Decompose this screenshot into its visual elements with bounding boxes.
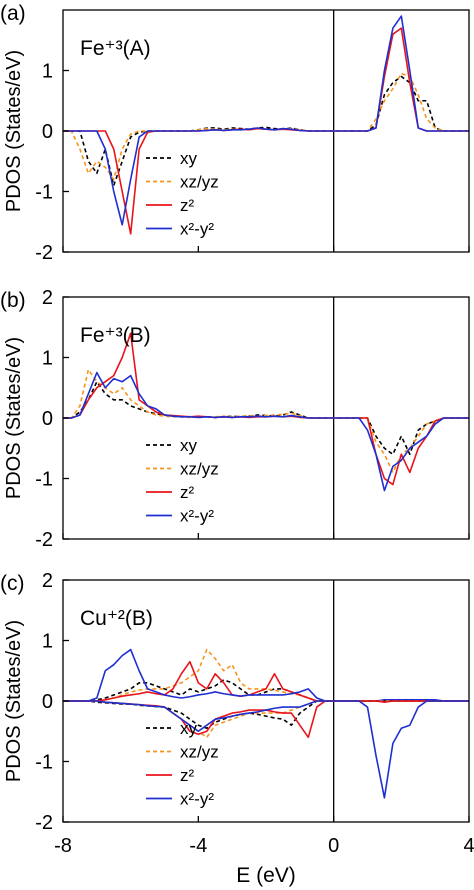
pdos-curve	[63, 15, 469, 226]
annotation: Fe⁺³(B)	[80, 324, 151, 347]
y-tick-label: 0	[42, 691, 53, 713]
pdos-curve	[63, 75, 469, 187]
legend-label: xz/yz	[180, 743, 219, 762]
y-tick-label: 2	[42, 287, 53, 309]
pdos-curve	[63, 332, 469, 486]
x-tick-label: 4	[463, 835, 474, 857]
x-tick-label: -4	[189, 835, 207, 857]
pdos-curve	[63, 648, 469, 702]
legend-label: z²	[180, 196, 195, 215]
legend-label: xy	[180, 436, 198, 455]
x-tick-label: -8	[54, 835, 72, 857]
panel-label: (c)	[0, 572, 25, 595]
pdos-curve	[63, 380, 469, 456]
y-tick-label: -2	[35, 812, 53, 834]
legend-label: x²-y²	[180, 220, 214, 239]
y-tick-label: 2	[42, 570, 53, 592]
legend-label: xy	[180, 719, 198, 738]
legend-label: z²	[180, 483, 195, 502]
pdos-curve	[63, 72, 469, 181]
x-tick-label: 0	[328, 835, 339, 857]
y-tick-label: -1	[35, 182, 53, 204]
y-tick-label: 1	[42, 61, 53, 83]
y-axis-label: PDOS (States/eV)	[3, 620, 25, 782]
pdos-curve	[63, 700, 469, 730]
y-tick-label: -1	[35, 469, 53, 491]
legend-label: xy	[180, 149, 198, 168]
pdos-curve	[63, 700, 469, 739]
annotation: Fe⁺³(A)	[80, 37, 151, 60]
pdos-curve	[63, 679, 469, 702]
y-tick-label: -2	[35, 242, 53, 264]
pdos-curve	[63, 700, 469, 799]
annotation: Cu⁺²(B)	[80, 607, 153, 630]
legend-label: xz/yz	[180, 460, 219, 479]
y-tick-label: 1	[42, 631, 53, 653]
legend-label: x²-y²	[180, 790, 214, 809]
legend-label: z²	[180, 766, 195, 785]
pdos-curve	[63, 648, 469, 702]
y-tick-label: 0	[42, 121, 53, 143]
legend-label: x²-y²	[180, 507, 214, 526]
panel-label: (a)	[0, 2, 26, 25]
pdos-curve	[63, 700, 469, 739]
y-axis-label: PDOS (States/eV)	[3, 337, 25, 499]
legend-label: xz/yz	[180, 173, 219, 192]
pdos-curve	[63, 371, 469, 492]
x-axis-label: E (eV)	[236, 864, 296, 887]
pdos-curve	[63, 368, 469, 474]
y-tick-label: 1	[42, 348, 53, 370]
y-axis-label: PDOS (States/eV)	[3, 50, 25, 212]
y-tick-label: -1	[35, 752, 53, 774]
y-tick-label: 0	[42, 408, 53, 430]
panel-label: (b)	[0, 289, 26, 312]
y-tick-label: -2	[35, 529, 53, 551]
